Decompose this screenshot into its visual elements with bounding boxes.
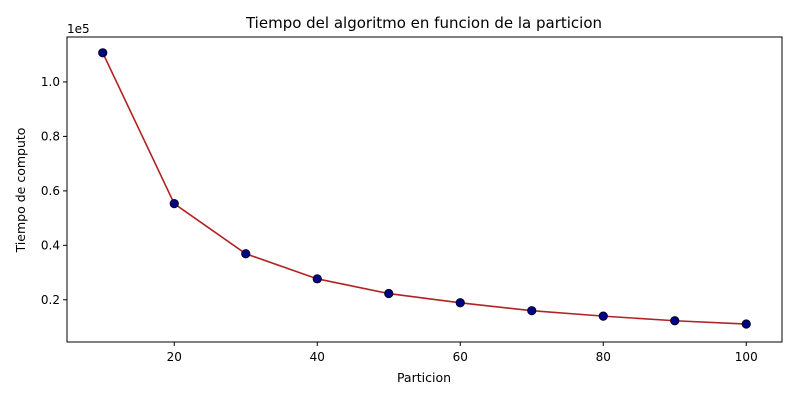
series-line xyxy=(102,52,747,325)
x-tick-label: 60 xyxy=(453,350,468,364)
data-point xyxy=(741,319,751,329)
y-axis: 0.2 0.4 0.6 0.8 1.0 xyxy=(41,75,67,307)
y-tick-label: 1.0 xyxy=(41,75,60,89)
series-markers xyxy=(98,48,751,329)
y-tick-label: 0.4 xyxy=(41,238,60,252)
y-tick-label: 0.8 xyxy=(41,129,60,143)
data-point xyxy=(527,306,537,316)
data-point xyxy=(241,249,251,259)
data-point xyxy=(670,316,680,326)
x-axis-label: Particion xyxy=(397,370,451,385)
y-axis-label: Tiempo de computo xyxy=(13,128,28,254)
y-tick-label: 0.6 xyxy=(41,184,60,198)
x-tick-label: 100 xyxy=(735,350,758,364)
data-point xyxy=(384,288,394,299)
y-scale-label: 1e5 xyxy=(67,22,90,36)
chart-title: Tiempo del algoritmo en funcion de la pa… xyxy=(245,14,602,32)
data-point xyxy=(312,274,322,284)
data-point xyxy=(598,311,608,321)
data-point xyxy=(455,298,465,308)
data-point xyxy=(169,199,179,209)
x-axis: 20 40 60 80 100 xyxy=(167,342,758,364)
data-point xyxy=(98,48,108,58)
x-tick-label: 20 xyxy=(167,350,182,364)
plot-frame xyxy=(66,36,783,343)
y-tick-label: 0.2 xyxy=(41,293,60,307)
x-tick-label: 80 xyxy=(596,350,611,364)
x-tick-label: 40 xyxy=(310,350,325,364)
